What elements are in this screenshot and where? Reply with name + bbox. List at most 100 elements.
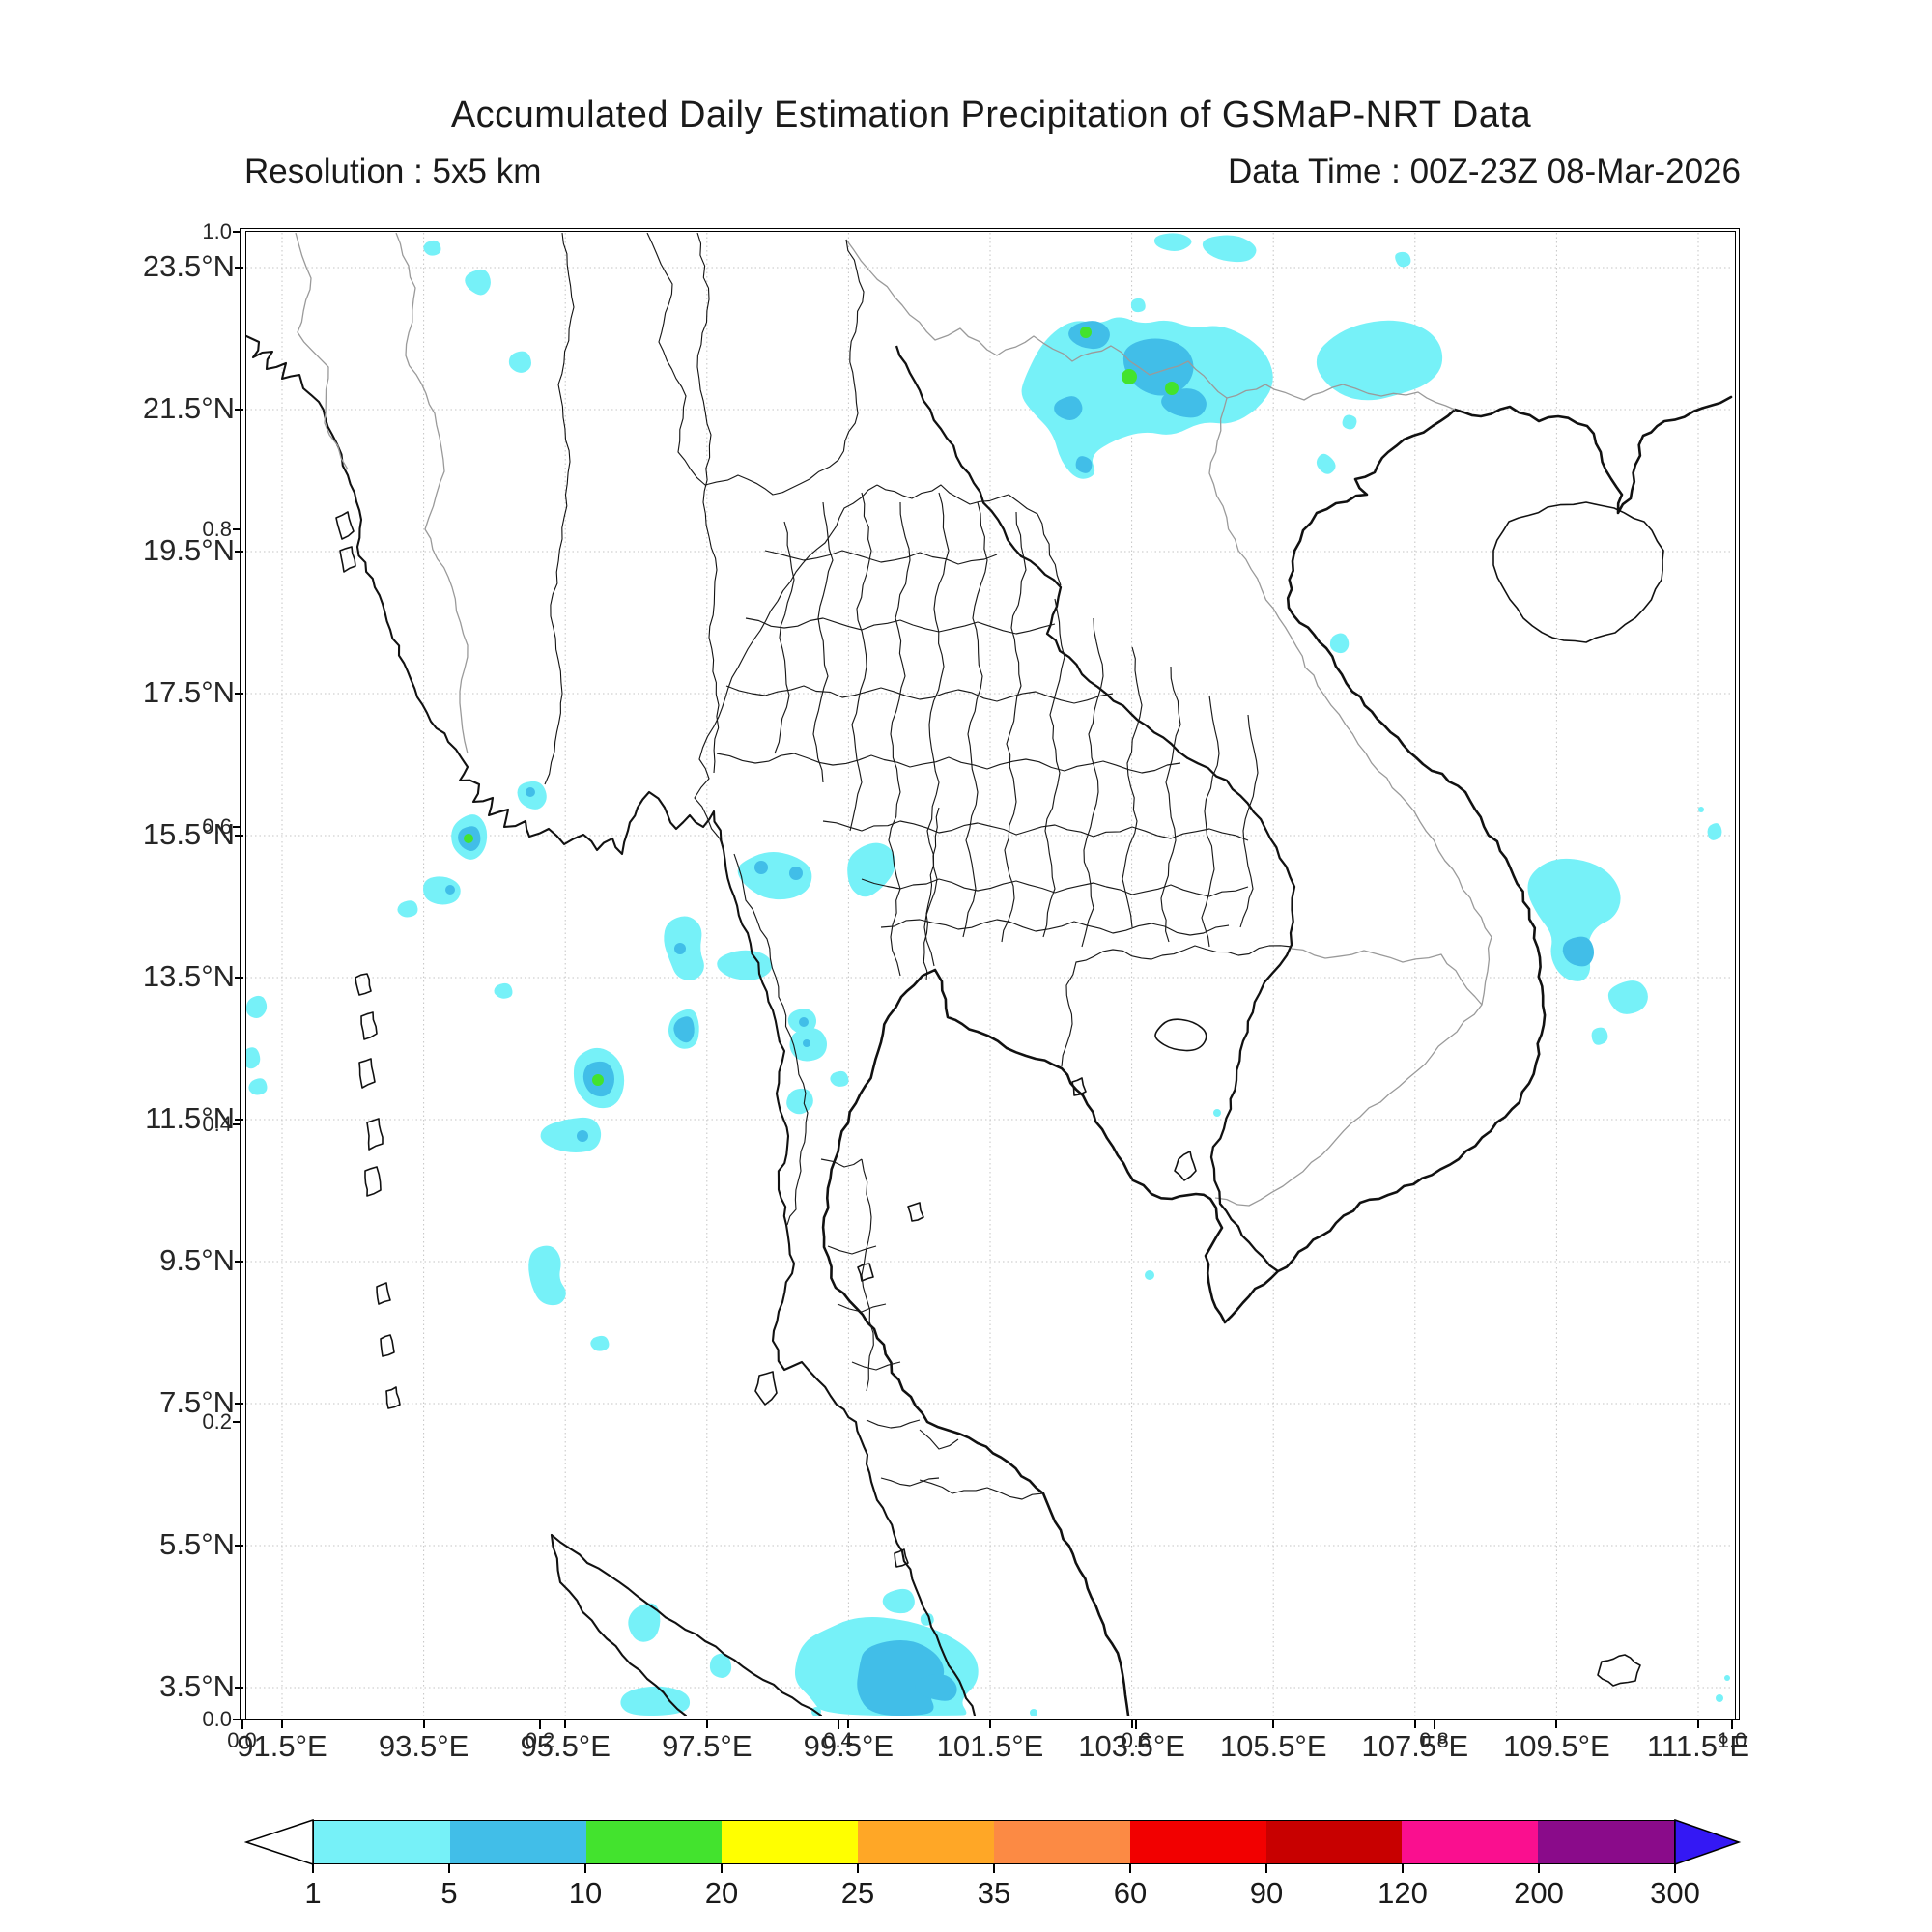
axis2-y-tick-label: 0.2 (202, 1409, 232, 1434)
lon-tick-label: 111.5°E (1646, 1729, 1750, 1763)
small-island (380, 1334, 395, 1357)
precip-area-light (423, 876, 461, 905)
national-border (876, 484, 1062, 586)
country-border (845, 239, 1456, 411)
province-border (861, 878, 1249, 897)
precip-area-light (248, 1078, 268, 1095)
province-border (837, 1303, 887, 1313)
precip-area-light (1527, 858, 1621, 981)
lon-tick-mark (1697, 1719, 1699, 1728)
precip-area-medium (1161, 388, 1207, 418)
lon-tick-mark (705, 1719, 708, 1728)
lat-tick-mark (235, 551, 243, 553)
data-time-label: Data Time : 00Z-23Z 08-Mar-2026 (1227, 153, 1741, 190)
lon-tick-mark (1272, 1719, 1275, 1728)
lat-tick-label: 13.5°N (142, 959, 235, 993)
precip-dot-heavy (1165, 382, 1179, 395)
lat-tick-label: 5.5°N (159, 1527, 235, 1561)
axis2-y-tick-mark (233, 1719, 242, 1720)
resolution-label: Resolution : 5x5 km (244, 153, 542, 190)
small-island (754, 1371, 778, 1406)
colorbar-tick-label: 120 (1378, 1876, 1428, 1910)
precip-area-light (246, 1047, 261, 1069)
precip-area-light (830, 1070, 849, 1087)
colorbar-tick-mark (1538, 1864, 1540, 1873)
country-border (395, 233, 469, 754)
lat-tick-label: 11.5°N (145, 1101, 235, 1135)
axis2-x-tick-label: 0.8 (1419, 1728, 1449, 1752)
small-island (360, 1011, 378, 1040)
chao-phraya-river (923, 807, 940, 981)
axis2-x-tick-mark (539, 1719, 541, 1729)
national-border (1061, 945, 1293, 1067)
axis2-x-tick-label: 0.0 (227, 1728, 257, 1752)
colorbar-tick-label: 10 (568, 1876, 603, 1910)
colorbar-tick-label: 300 (1650, 1876, 1700, 1910)
colorbar-tick-label: 1 (304, 1876, 322, 1910)
lat-tick-label: 9.5°N (159, 1243, 235, 1277)
colorbar-tick-mark (1402, 1864, 1404, 1873)
province-border (774, 521, 795, 754)
irrawaddy-river (544, 233, 575, 785)
province-border (880, 919, 1230, 936)
axis2-x-tick-label: 0.4 (823, 1728, 853, 1752)
province-border (1042, 598, 1065, 938)
axis2-y-tick-label: 0.6 (202, 814, 232, 838)
precip-area-light (709, 1653, 732, 1678)
axis2-y-tick-label: 1.0 (202, 219, 232, 243)
lon-tick-label: 99.5°E (803, 1729, 895, 1763)
precip-area-light (540, 1117, 602, 1152)
lat-tick-mark (235, 267, 243, 269)
lat-tick-label: 15.5°N (142, 817, 235, 851)
province-border (1239, 714, 1259, 928)
province-border (764, 550, 998, 565)
precip-area-medium (673, 1016, 695, 1043)
precip-dot-heavy (592, 1074, 604, 1086)
lon-tick-label: 97.5°E (662, 1729, 753, 1763)
colorbar-tick-mark (857, 1864, 859, 1873)
axis2-x-tick-mark (1731, 1719, 1733, 1729)
colorbar (313, 1820, 1675, 1864)
precip-area-light (882, 1588, 915, 1614)
colorbar-under-arrow (244, 1819, 314, 1865)
colorbar-tick-mark (1674, 1864, 1676, 1873)
lon-tick-mark (422, 1719, 425, 1728)
page-title: Accumulated Daily Estimation Precipitati… (450, 95, 1532, 135)
coastline-sumatra-east (550, 1533, 823, 1716)
precip-area-light (1316, 453, 1336, 474)
colorbar-tick-label: 20 (704, 1876, 739, 1910)
colorbar-tick-label: 90 (1249, 1876, 1284, 1910)
province-border (866, 1419, 921, 1429)
lat-tick-label: 19.5°N (142, 533, 235, 567)
precip-area-light (1130, 298, 1146, 313)
province-border (812, 501, 834, 783)
lat-tick-label: 17.5°N (142, 675, 235, 709)
axis2-y-tick-mark (233, 826, 242, 828)
small-island (366, 1118, 384, 1151)
small-island (894, 1548, 909, 1568)
lat-tick-mark (235, 1119, 243, 1121)
salween-river (696, 233, 720, 774)
province-border (888, 501, 911, 977)
precip-area-light (508, 351, 531, 373)
precip-dot-light (1213, 1109, 1221, 1117)
lat-tick-mark (235, 977, 243, 979)
province-border (822, 820, 1249, 841)
province-border (962, 501, 988, 938)
colorbar-tick-label: 60 (1113, 1876, 1148, 1910)
lat-tick-mark (235, 1403, 243, 1405)
colorbar-over-arrow (1674, 1819, 1742, 1865)
country-border (295, 233, 349, 470)
precip-dot-medium (674, 943, 686, 954)
colorbar-tick-mark (1129, 1864, 1131, 1873)
lat-tick-mark (235, 1545, 243, 1547)
precip-area-light (786, 1088, 813, 1115)
mekong-river (895, 345, 1296, 1272)
precip-area-medium (1075, 456, 1093, 473)
precip-area-light (717, 950, 773, 980)
colorbar-segment (1129, 1821, 1266, 1863)
precip-dot-medium (789, 867, 803, 880)
precip-area-light (1607, 980, 1648, 1014)
province-border (919, 1429, 959, 1450)
precip-dot-heavy (1080, 327, 1092, 338)
